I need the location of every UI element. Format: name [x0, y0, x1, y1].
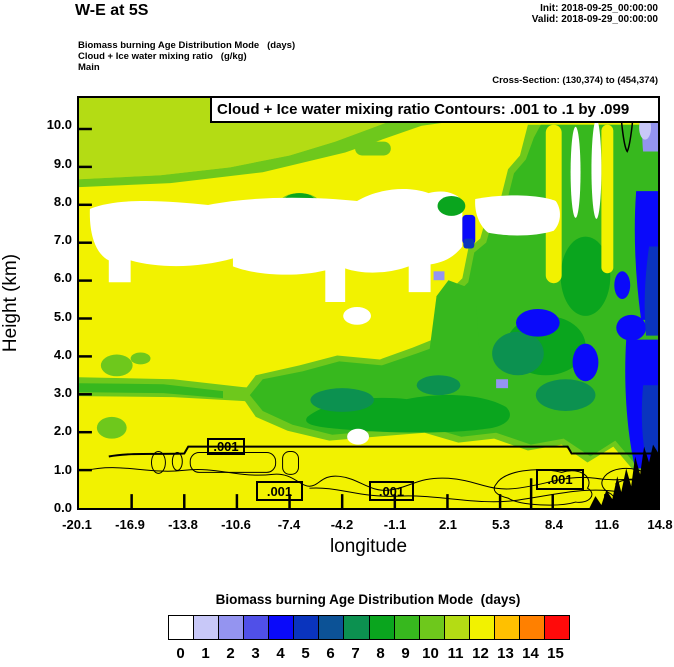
legend-value: 14 [522, 645, 539, 662]
page-title: W-E at 5S [75, 2, 149, 19]
x-tick-label: -20.1 [62, 517, 92, 532]
contour-label-box: .001 [256, 481, 303, 501]
legend-cell [544, 616, 569, 639]
plot-title: Cloud + Ice water mixing ratio Contours:… [210, 96, 660, 123]
legend-cell [194, 616, 220, 639]
x-tick-label: -16.9 [115, 517, 145, 532]
x-tick-label: -1.1 [383, 517, 407, 532]
x-tick-label: 8.4 [544, 517, 564, 532]
legend-cell [319, 616, 345, 639]
legend-value: 2 [226, 645, 235, 662]
y-tick-label: 4.0 [53, 346, 72, 362]
x-tick-label: 2.1 [438, 517, 458, 532]
legend-cell [394, 616, 420, 639]
legend-value: 8 [376, 645, 385, 662]
legend-value: 13 [497, 645, 514, 662]
legend-colorbar [168, 615, 570, 640]
x-tick-label: -7.4 [277, 517, 301, 532]
x-tick-label: 14.8 [647, 517, 673, 532]
contour-plot-canvas [79, 98, 658, 508]
contour-label-box: .001 [207, 438, 245, 455]
legend-cell [169, 616, 195, 639]
y-tick-label: 0.0 [53, 500, 72, 515]
y-tick-label: 10.0 [46, 117, 72, 133]
legend-value: 7 [351, 645, 360, 662]
legend-cell [519, 616, 545, 639]
legend-value: 12 [472, 645, 489, 662]
field-info-line-1: Biomass burning Age Distribution Mode (d… [78, 40, 296, 51]
legend-cell [244, 616, 270, 639]
y-tick-label: 2.0 [53, 423, 72, 439]
field-info-line-3: Main [78, 62, 100, 73]
legend-cell [419, 616, 445, 639]
y-tick-label: 7.0 [53, 232, 72, 248]
x-axis-title: longitude [329, 536, 408, 557]
valid-timestamp: Valid: 2018-09-29_00:00:00 [531, 14, 658, 25]
y-axis-title: Height (km) [0, 253, 21, 353]
legend-cell [369, 616, 395, 639]
legend-cell [344, 616, 370, 639]
x-tick-label: 11.6 [594, 517, 620, 532]
contour-fill-layer [79, 98, 658, 508]
legend-cell [444, 616, 470, 639]
terrain-silhouette [589, 444, 658, 508]
legend-cell [219, 616, 245, 639]
y-tick-label: 9.0 [53, 155, 72, 171]
y-tick-label: 8.0 [53, 193, 72, 209]
legend-cell [494, 616, 520, 639]
legend-cell [469, 616, 495, 639]
legend-value: 9 [401, 645, 410, 662]
y-tick-label: 6.0 [53, 270, 72, 286]
plot-area: Cloud + Ice water mixing ratio Contours:… [77, 96, 660, 510]
x-tick-label: 5.3 [491, 517, 511, 532]
legend-cell [294, 616, 320, 639]
legend-value: 1 [201, 645, 210, 662]
y-tick-label: 3.0 [53, 385, 72, 401]
contour-label-box: .001 [369, 481, 414, 501]
legend-value: 4 [276, 645, 285, 662]
y-tick-label: 1.0 [53, 461, 72, 477]
cross-section-label: Cross-Section: (130,374) to (454,374) [492, 75, 658, 86]
x-tick-label: -4.2 [330, 517, 354, 532]
legend-value: 10 [422, 645, 439, 662]
legend-title: Biomass burning Age Distribution Mode (d… [215, 592, 521, 607]
legend-value: 5 [301, 645, 310, 662]
legend-value: 3 [251, 645, 260, 662]
legend-value: 15 [547, 645, 564, 662]
init-timestamp: Init: 2018-09-25_00:00:00 [540, 3, 658, 14]
x-tick-label: -13.8 [168, 517, 198, 532]
legend-cell [269, 616, 295, 639]
field-info-line-2: Cloud + Ice water mixing ratio (g/kg) [78, 51, 247, 62]
contour-label-box: .001 [536, 469, 584, 490]
legend-value: 6 [326, 645, 335, 662]
legend-value: 11 [447, 645, 464, 662]
axis-tick-marks [79, 127, 607, 508]
x-tick-label: -10.6 [221, 517, 251, 532]
y-tick-label: 5.0 [53, 308, 72, 324]
legend-value: 0 [176, 645, 185, 662]
